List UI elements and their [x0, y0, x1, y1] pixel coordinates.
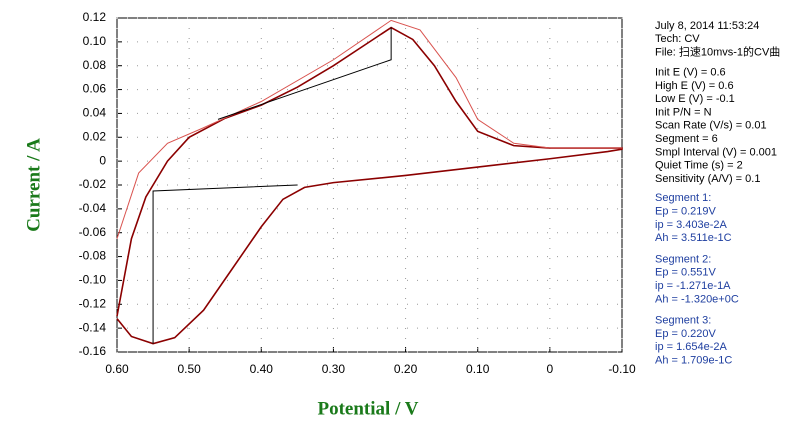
data-line: [152, 184, 298, 344]
x-tick-label: 0.60: [105, 362, 129, 376]
x-tick-label: 0.30: [322, 362, 346, 376]
y-tick-label: -0.06: [79, 225, 107, 239]
segment-line: ip = -1.271e-1A: [655, 280, 731, 292]
y-tick-label: 0.10: [83, 34, 107, 48]
segment-line: Segment 3:: [655, 315, 711, 327]
info-line: Init P/N = N: [655, 106, 712, 118]
info-line: Sensitivity (A/V) = 0.1: [655, 173, 760, 185]
data-line: [116, 19, 622, 239]
y-tick-label: -0.04: [79, 201, 107, 215]
x-tick-label: 0.20: [394, 362, 418, 376]
segment-line: Ep = 0.219V: [655, 206, 717, 218]
segment-line: Ah = 3.511e-1C: [655, 232, 732, 244]
segment-line: Ah = 1.709e-1C: [655, 355, 732, 367]
info-line: Tech: CV: [655, 33, 700, 45]
info-line: Segment = 6: [655, 133, 718, 145]
segment-line: Ah = -1.320e+0C: [655, 293, 739, 305]
y-tick-label: 0.04: [83, 106, 107, 120]
data-line: [116, 26, 623, 345]
x-tick-label: 0.40: [250, 362, 274, 376]
info-line: Smpl Interval (V) = 0.001: [655, 146, 777, 158]
data-line: [217, 27, 392, 120]
y-tick-label: 0.02: [83, 129, 107, 143]
y-tick-label: -0.10: [79, 273, 107, 287]
x-axis-label: Potential / V: [318, 398, 419, 419]
segment-line: Ep = 0.220V: [655, 328, 717, 340]
info-line: Quiet Time (s) = 2: [655, 160, 743, 172]
y-tick-label: 0.06: [83, 82, 107, 96]
x-tick-label: -0.10: [608, 362, 636, 376]
segment-line: Segment 2:: [655, 253, 711, 265]
segment-line: Segment 1:: [655, 192, 711, 204]
segment-line: ip = 3.403e-2A: [655, 219, 728, 231]
y-tick-label: -0.12: [79, 296, 107, 310]
plot-frame: [116, 17, 623, 353]
info-line: July 8, 2014 11:53:24: [655, 20, 759, 32]
x-tick-label: 0: [547, 362, 554, 376]
x-tick-label: 0.10: [466, 362, 490, 376]
y-tick-label: -0.16: [79, 344, 107, 358]
info-line: High E (V) = 0.6: [655, 80, 734, 92]
y-tick-label: -0.08: [79, 249, 107, 263]
y-tick-label: 0.12: [83, 10, 107, 24]
info-line: Init E (V) = 0.6: [655, 67, 726, 79]
info-line: Scan Rate (V/s) = 0.01: [655, 120, 767, 132]
segment-line: ip = 1.654e-2A: [655, 341, 728, 353]
y-tick-label: -0.14: [79, 320, 107, 334]
y-tick-label: -0.02: [79, 177, 107, 191]
x-tick-label: 0.50: [177, 362, 201, 376]
info-line: File: 扫速10mvs-1的CV曲: [655, 45, 780, 59]
info-line: Low E (V) = -0.1: [655, 93, 735, 105]
y-tick-label: 0: [99, 153, 106, 167]
segment-line: Ep = 0.551V: [655, 267, 717, 279]
y-tick-label: 0.08: [83, 58, 107, 72]
y-axis-label: Current / A: [23, 138, 44, 232]
